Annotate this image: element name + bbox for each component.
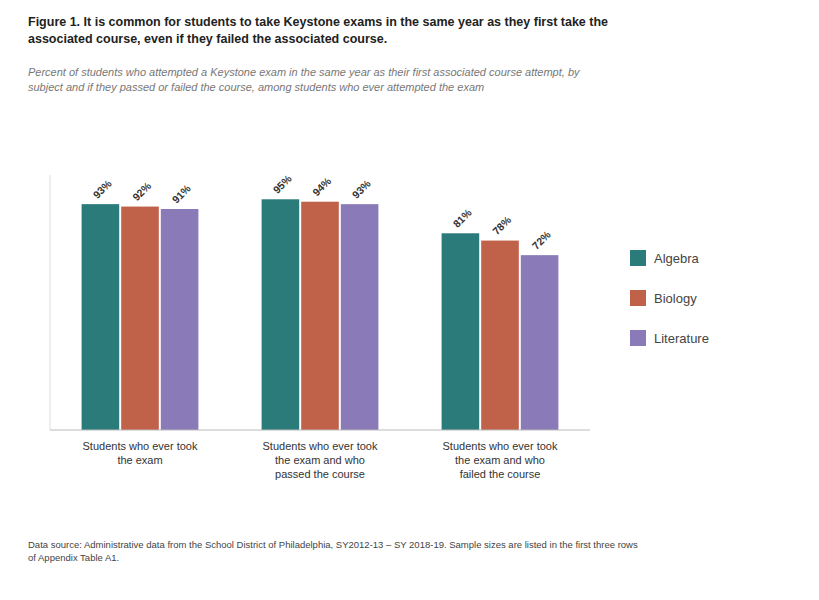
bar xyxy=(481,241,519,430)
chart: Figure 1. It is common for students to t… xyxy=(0,0,819,600)
legend-label: Biology xyxy=(654,291,697,306)
x-tick-label: Students who ever tookthe exam xyxy=(83,440,198,466)
bar xyxy=(82,204,120,430)
y-axis-line xyxy=(50,175,51,430)
data-label: 95% xyxy=(270,172,294,196)
bar xyxy=(301,202,339,430)
subtitle: Percent of students who attempted a Keys… xyxy=(28,66,581,93)
bar xyxy=(442,233,480,430)
legend-swatch xyxy=(630,250,646,266)
bar xyxy=(121,207,159,430)
bars xyxy=(82,199,559,430)
legend-swatch xyxy=(630,330,646,346)
x-tick-label: Students who ever tookthe exam and whofa… xyxy=(443,440,558,480)
legend-label: Algebra xyxy=(654,251,700,266)
bar xyxy=(262,199,300,430)
bar xyxy=(341,204,379,430)
legend-label: Literature xyxy=(654,331,709,346)
data-label: 78% xyxy=(490,213,514,237)
bar xyxy=(521,255,559,430)
data-label: 91% xyxy=(170,182,194,206)
data-label: 93% xyxy=(350,177,374,201)
data-label: 72% xyxy=(530,228,554,252)
x-tick-label: Students who ever tookthe exam and whopa… xyxy=(263,440,378,480)
chart-container: Figure 1. It is common for students to t… xyxy=(0,0,819,600)
bar xyxy=(161,209,199,430)
data-label: 92% xyxy=(130,179,154,203)
data-label: 94% xyxy=(310,174,334,198)
legend-swatch xyxy=(630,290,646,306)
data-labels: 93% 95% 81% 92% 94% 78% 91% 93% 72% xyxy=(90,172,553,252)
footnote: Data source: Administrative data from th… xyxy=(28,539,638,563)
title: Figure 1. It is common for students to t… xyxy=(28,15,608,46)
data-label: 93% xyxy=(90,177,114,201)
data-label: 81% xyxy=(450,206,474,230)
x-axis-line xyxy=(50,430,590,431)
